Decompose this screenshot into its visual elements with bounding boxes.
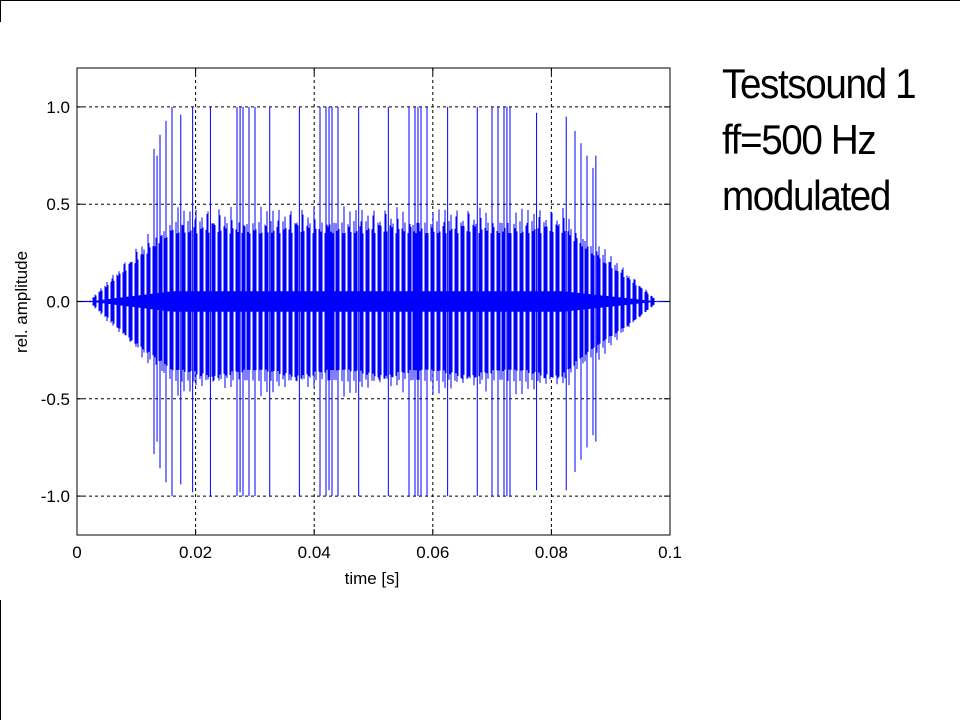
slide-title-line-2: ff=500 Hz [722,116,877,163]
slide-left-rule-bottom [0,600,1,720]
slide-title-line-1: Testsound 1 [722,60,917,107]
x-tick-label: 0 [72,543,81,562]
slide-title-line-3: modulated [722,172,891,219]
x-axis-label: time [s] [345,569,400,588]
y-tick-label: 1.0 [46,98,70,117]
x-tick-label: 0.02 [179,543,212,562]
x-tick-label: 0.04 [298,543,331,562]
slide-title: Testsound 1 ff=500 Hz modulated [722,56,934,224]
y-tick-label: 0.0 [46,293,70,312]
x-tick-label: 0.08 [535,543,568,562]
x-tick-label: 0.1 [658,543,682,562]
axis-ticks: 0 0.02 0.04 0.06 0.08 0.1 1.0 0.5 0.0 -0.5 -1.0 [41,68,682,562]
y-tick-label: -1.0 [41,487,70,506]
y-tick-label: -0.5 [41,390,70,409]
y-axis-label: rel. amplitude [12,251,31,353]
x-tick-label: 0.06 [416,543,449,562]
slide-top-rule [0,0,960,1]
y-tick-label: 0.5 [46,195,70,214]
signal-series [76,106,671,497]
signal-waveform [76,106,671,497]
slide-left-rule-top [0,0,1,22]
